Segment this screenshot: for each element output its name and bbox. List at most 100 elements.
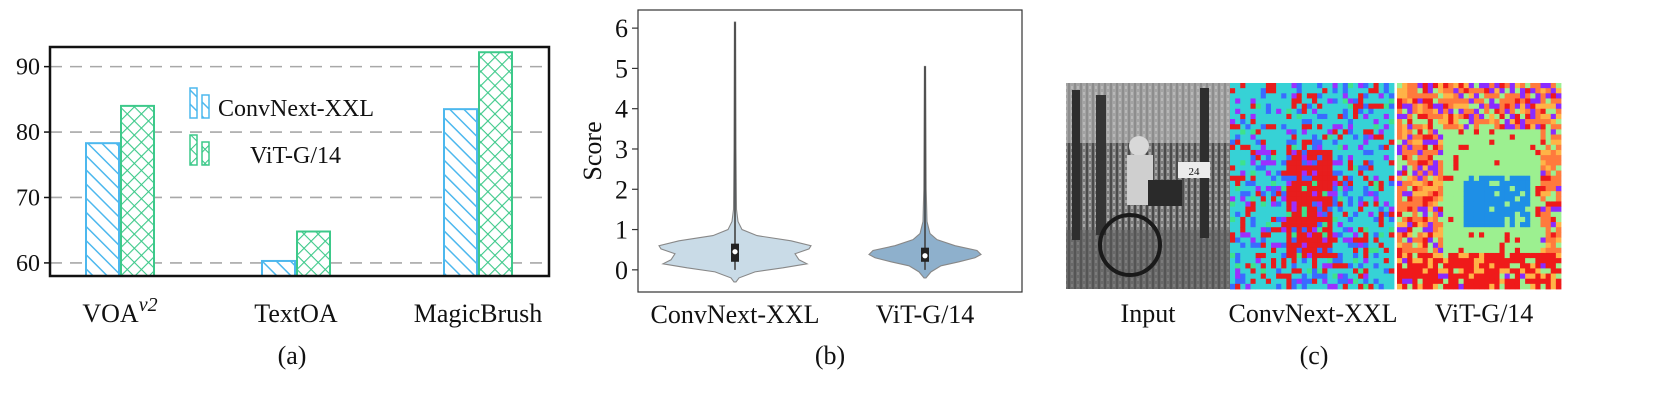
segment-cell bbox=[1255, 258, 1262, 264]
segment-cell bbox=[1453, 263, 1459, 269]
segment-cell bbox=[1383, 211, 1390, 218]
segment-cell bbox=[1250, 180, 1257, 187]
segment-cell bbox=[1271, 160, 1277, 166]
convnext-segmentation-map bbox=[1230, 83, 1395, 290]
segment-cell bbox=[1540, 88, 1547, 94]
segment-cell bbox=[1417, 165, 1424, 171]
segment-cell bbox=[1397, 232, 1403, 238]
segment-cell bbox=[1427, 252, 1434, 259]
segment-cell bbox=[1453, 237, 1459, 244]
segment-cell bbox=[1427, 180, 1434, 187]
segment-cell bbox=[1448, 144, 1454, 151]
segment-cell bbox=[1550, 258, 1557, 264]
segment-cell bbox=[1317, 242, 1323, 249]
segment-cell bbox=[1235, 252, 1241, 259]
segment-cell bbox=[1535, 129, 1541, 135]
segment-cell bbox=[1540, 211, 1547, 218]
segment-cell bbox=[1525, 88, 1531, 94]
segment-cell bbox=[1555, 216, 1562, 223]
segment-cell bbox=[1525, 227, 1531, 233]
segment-cell bbox=[1520, 129, 1526, 135]
x-tick-label: MagicBrush bbox=[414, 299, 543, 328]
segment-cell bbox=[1402, 227, 1408, 233]
segment-cell bbox=[1322, 155, 1328, 161]
segment-cell bbox=[1317, 103, 1323, 110]
y-tick-label: 90 bbox=[16, 55, 40, 81]
segment-cell bbox=[1555, 201, 1562, 207]
segment-cell bbox=[1265, 227, 1272, 233]
segment-cell bbox=[1235, 211, 1241, 218]
segment-cell bbox=[1484, 93, 1490, 99]
segment-cell bbox=[1332, 119, 1339, 125]
segment-cell bbox=[1422, 180, 1429, 187]
segment-cell bbox=[1245, 108, 1251, 115]
segment-cell bbox=[1373, 237, 1380, 244]
segment-cell bbox=[1276, 201, 1282, 207]
segment-cell bbox=[1540, 216, 1547, 223]
segment-cell bbox=[1422, 263, 1429, 269]
segment-cell bbox=[1432, 108, 1439, 115]
segment-cell bbox=[1235, 273, 1241, 280]
segment-cell bbox=[1504, 98, 1511, 104]
segment-cell bbox=[1535, 227, 1541, 233]
segment-cell bbox=[1271, 83, 1277, 89]
segment-cell bbox=[1555, 206, 1562, 213]
segment-cell bbox=[1327, 175, 1333, 182]
segment-cell bbox=[1342, 232, 1349, 238]
segment-cell bbox=[1276, 139, 1282, 146]
segment-cell bbox=[1291, 165, 1298, 171]
segment-cell bbox=[1427, 165, 1434, 171]
segment-cell bbox=[1504, 93, 1511, 99]
segment-cell bbox=[1276, 170, 1282, 177]
segment-cell bbox=[1235, 201, 1241, 207]
segment-cell bbox=[1322, 258, 1328, 264]
segment-cell bbox=[1327, 180, 1333, 187]
segment-cell bbox=[1250, 83, 1257, 89]
segment-cell bbox=[1545, 211, 1552, 218]
segment-cell bbox=[1358, 165, 1364, 171]
segment-cell bbox=[1545, 103, 1552, 110]
segment-cell bbox=[1260, 103, 1267, 110]
segment-cell bbox=[1301, 160, 1308, 166]
segment-cell bbox=[1540, 237, 1547, 244]
segment-cell bbox=[1317, 237, 1323, 244]
segment-cell bbox=[1306, 139, 1313, 146]
segment-cell bbox=[1378, 201, 1385, 207]
segment-cell bbox=[1368, 134, 1374, 141]
segment-cell bbox=[1383, 258, 1390, 264]
segment-cell bbox=[1427, 216, 1434, 223]
segment-cell bbox=[1427, 93, 1434, 99]
segment-cell bbox=[1550, 103, 1557, 110]
segment-cell bbox=[1358, 170, 1364, 177]
segment-cell bbox=[1432, 165, 1439, 171]
segment-cell bbox=[1301, 119, 1308, 125]
segment-cell bbox=[1347, 232, 1354, 238]
segment-cell bbox=[1494, 283, 1500, 290]
segment-cell bbox=[1489, 227, 1495, 233]
segment-cell bbox=[1407, 103, 1413, 110]
segment-cell bbox=[1484, 144, 1490, 151]
segment-cell bbox=[1494, 93, 1500, 99]
segment-cell bbox=[1322, 93, 1328, 99]
segment-cell bbox=[1291, 216, 1298, 223]
segment-cell bbox=[1276, 129, 1282, 135]
segment-cell bbox=[1301, 155, 1308, 161]
segment-cell bbox=[1407, 242, 1413, 249]
segment-cell bbox=[1432, 196, 1439, 202]
segment-cell bbox=[1453, 124, 1459, 130]
segment-cell bbox=[1432, 149, 1439, 156]
segment-cell bbox=[1296, 170, 1303, 177]
segment-cell bbox=[1402, 283, 1408, 290]
segment-cell bbox=[1276, 113, 1282, 120]
segment-cell bbox=[1358, 206, 1364, 213]
segment-cell bbox=[1545, 258, 1552, 264]
segment-cell bbox=[1332, 83, 1339, 89]
segment-cell bbox=[1473, 129, 1480, 135]
segment-cell bbox=[1494, 273, 1500, 280]
segment-cell bbox=[1453, 93, 1459, 99]
segment-cell bbox=[1509, 237, 1516, 244]
segmentation-panel: 24 Input ConvNext-XXL ViT-G/14 (c) bbox=[1066, 83, 1562, 370]
segment-cell bbox=[1438, 186, 1444, 192]
